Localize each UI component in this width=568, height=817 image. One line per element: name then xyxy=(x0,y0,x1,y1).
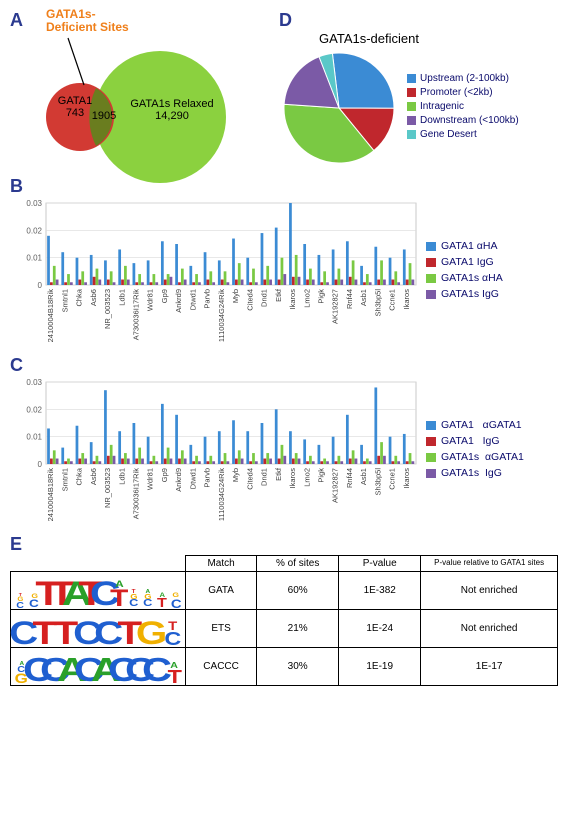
svg-text:Dnd1: Dnd1 xyxy=(260,468,269,486)
svg-text:Myb: Myb xyxy=(231,468,240,482)
pie-legend-item: Intragenic xyxy=(407,101,519,112)
row-a-d: A GATA1s- Deficient Sites GATA1 743 xyxy=(10,10,558,170)
legend-item: GATA1s αGATA1 xyxy=(426,451,524,463)
svg-text:Etkf: Etkf xyxy=(274,288,283,302)
svg-text:1110034G24Rik: 1110034G24Rik xyxy=(217,468,226,521)
svg-text:A730036I17Rik: A730036I17Rik xyxy=(132,289,141,341)
svg-text:Rnf44: Rnf44 xyxy=(345,468,354,488)
svg-text:A730036I17Rik: A730036I17Rik xyxy=(132,468,141,520)
svg-text:Myb: Myb xyxy=(231,289,240,303)
venn-right-label: GATA1s Relaxed xyxy=(122,98,222,110)
svg-text:Etkf: Etkf xyxy=(274,467,283,481)
svg-text:Pigk: Pigk xyxy=(317,289,326,304)
svg-text:0.01: 0.01 xyxy=(26,254,42,263)
legend-item: GATA1 αGATA1 xyxy=(426,419,524,431)
svg-text:0.03: 0.03 xyxy=(26,199,42,208)
panel-a: A GATA1s- Deficient Sites GATA1 743 xyxy=(10,10,269,170)
svg-text:Ankrd9: Ankrd9 xyxy=(174,289,183,313)
pie-legend-item: Upstream (2-100kb) xyxy=(407,73,519,84)
svg-text:0: 0 xyxy=(38,281,43,290)
figure: A GATA1s- Deficient Sites GATA1 743 xyxy=(10,10,558,686)
svg-text:Sh3bp5l: Sh3bp5l xyxy=(373,468,382,496)
svg-text:Ccne1: Ccne1 xyxy=(388,289,397,311)
svg-text:2410004B18Rik: 2410004B18Rik xyxy=(46,468,55,522)
svg-text:Ikaros: Ikaros xyxy=(402,468,411,489)
svg-text:Wdr81: Wdr81 xyxy=(146,468,155,490)
svg-text:0: 0 xyxy=(38,460,43,469)
panel-d: D GATA1s-deficient Upstream (2-100kb) Pro… xyxy=(279,10,558,168)
svg-text:Asb1: Asb1 xyxy=(359,289,368,306)
venn-overlap-count: 1905 xyxy=(90,110,118,122)
svg-text:2410004B18Rik: 2410004B18Rik xyxy=(46,289,55,343)
svg-text:Ldb1: Ldb1 xyxy=(117,289,126,306)
svg-text:AK192827: AK192827 xyxy=(331,289,340,324)
venn-right-labels: GATA1s Relaxed 14,290 xyxy=(122,98,222,122)
pie-title: GATA1s-deficient xyxy=(319,31,558,46)
svg-text:Chka: Chka xyxy=(75,467,84,485)
legend-item: GATA1 αHA xyxy=(426,240,503,252)
panel-b: B 00.010.020.032410004B18RikSmtnl1ChkaAs… xyxy=(10,176,558,347)
bar-chart-c: 0 0.01 0.02 0.03 2410004B18Rik Smtnl1 Chka Asb6… xyxy=(10,376,420,526)
svg-text:Ccne1: Ccne1 xyxy=(388,468,397,490)
svg-text:1110034G24Rik: 1110034G24Rik xyxy=(217,289,226,342)
svg-text:Dtwd1: Dtwd1 xyxy=(188,289,197,310)
svg-text:Chka: Chka xyxy=(75,288,84,306)
panel-label-c: C xyxy=(10,355,558,376)
pie-legend-item: Downstream (<100kb) xyxy=(407,115,519,126)
pie-legend: Upstream (2-100kb) Promoter (<2kb) Intrage… xyxy=(407,73,519,143)
legend-item: GATA1 IgG xyxy=(426,435,524,447)
venn-right-count: 14,290 xyxy=(122,110,222,122)
svg-text:NR_003523: NR_003523 xyxy=(103,289,112,329)
svg-text:Smtnl1: Smtnl1 xyxy=(60,289,69,312)
svg-text:0.02: 0.02 xyxy=(26,226,42,235)
panel-c: C 0 0.01 0.02 0.03 2410004B18Rik Smtnl1 Chka As… xyxy=(10,355,558,526)
svg-text:Ikaros: Ikaros xyxy=(288,468,297,489)
panel-label-d: D xyxy=(279,10,558,31)
svg-text:Pigk: Pigk xyxy=(317,468,326,483)
svg-text:Gp9: Gp9 xyxy=(160,289,169,303)
svg-text:Asb6: Asb6 xyxy=(89,289,98,306)
svg-text:Sh3bp5l: Sh3bp5l xyxy=(373,289,382,317)
svg-text:Ldb1: Ldb1 xyxy=(117,468,126,485)
venn-left-label: GATA1 xyxy=(52,95,98,107)
svg-text:Ankrd9: Ankrd9 xyxy=(174,468,183,492)
panel-label-e: E xyxy=(10,534,558,555)
svg-text:Dnd1: Dnd1 xyxy=(260,289,269,307)
svg-text:Lmo2: Lmo2 xyxy=(302,468,311,487)
svg-text:0.01: 0.01 xyxy=(26,433,42,442)
legend-item: GATA1s αHA xyxy=(426,272,503,284)
svg-text:0.03: 0.03 xyxy=(26,378,42,387)
svg-text:NR_003523: NR_003523 xyxy=(103,468,112,508)
legend-item: GATA1 IgG xyxy=(426,256,503,268)
pie-legend-item: Promoter (<2kb) xyxy=(407,87,519,98)
svg-text:Cited4: Cited4 xyxy=(245,468,254,490)
callout-text: GATA1s- Deficient Sites xyxy=(46,8,129,34)
legend-b: GATA1 αHA GATA1 IgG GATA1s αHA GATA1s IgG xyxy=(426,240,503,304)
legend-item: GATA1s IgG xyxy=(426,467,524,479)
legend-item: GATA1s IgG xyxy=(426,288,503,300)
pie-legend-item: Gene Desert xyxy=(407,129,519,140)
svg-text:Asb1: Asb1 xyxy=(359,468,368,485)
svg-text:Dtwd1: Dtwd1 xyxy=(188,468,197,489)
svg-text:Smtnl1: Smtnl1 xyxy=(60,468,69,491)
svg-text:Ikaros: Ikaros xyxy=(288,289,297,310)
svg-text:Parvb: Parvb xyxy=(203,289,212,309)
motif-table: Match% of sitesP-valueP-value relative t… xyxy=(10,555,558,686)
svg-text:Wdr81: Wdr81 xyxy=(146,289,155,311)
svg-text:Rnf44: Rnf44 xyxy=(345,289,354,309)
svg-text:AK192827: AK192827 xyxy=(331,468,340,503)
bar-chart-b: 0 0.01 0.02 0.03 2410004B18Rik Smtnl1 Chka Asb6… xyxy=(10,197,420,347)
legend-c: GATA1 αGATA1 GATA1 IgG GATA1s αGATA1 GATA1s… xyxy=(426,419,524,483)
pie-chart xyxy=(279,48,399,168)
svg-text:Lmo2: Lmo2 xyxy=(302,289,311,308)
venn-diagram: GATA1 743 1905 GATA1s Relaxed 14,290 xyxy=(10,35,260,185)
svg-text:Asb6: Asb6 xyxy=(89,468,98,485)
svg-text:Ikaros: Ikaros xyxy=(402,289,411,310)
svg-text:0.02: 0.02 xyxy=(26,405,42,414)
svg-text:Gp9: Gp9 xyxy=(160,468,169,482)
svg-text:Parvb: Parvb xyxy=(203,468,212,488)
panel-e: E Match% of sitesP-valueP-value relative… xyxy=(10,534,558,686)
svg-text:Cited4: Cited4 xyxy=(245,289,254,311)
